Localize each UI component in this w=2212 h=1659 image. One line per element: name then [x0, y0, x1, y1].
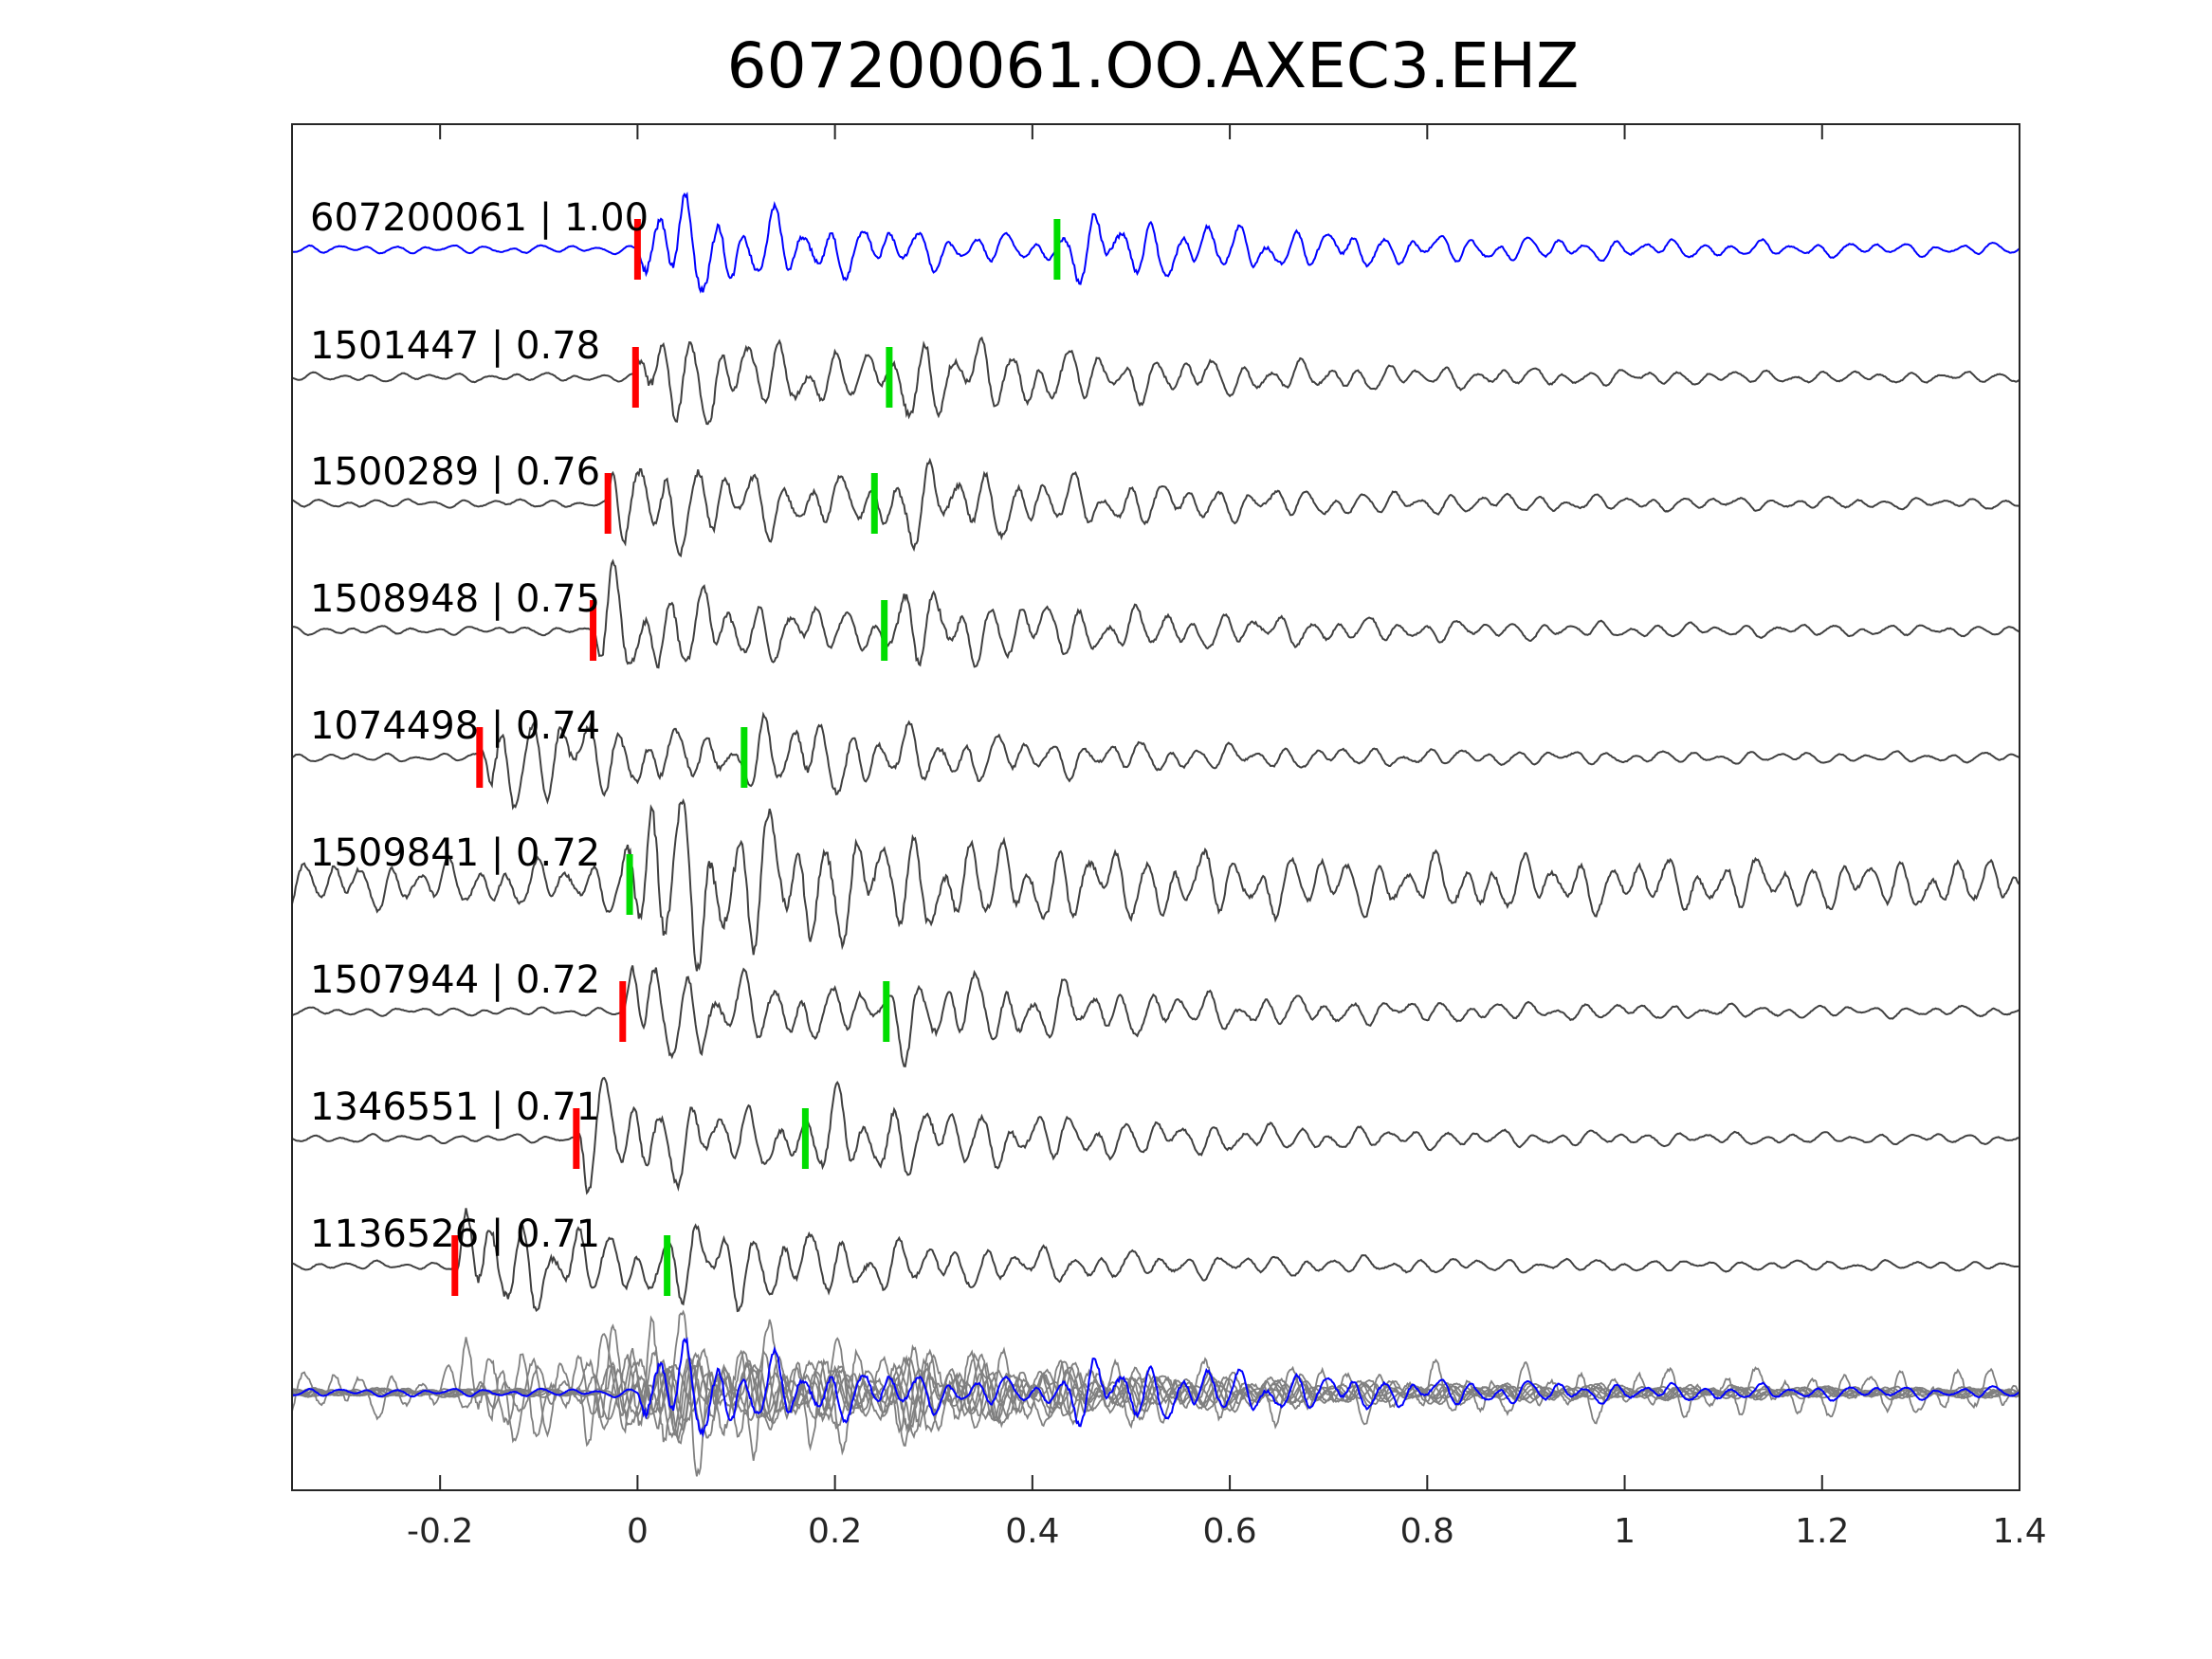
- trace-1136526-line: [291, 1208, 2020, 1313]
- trace-1500289-line: [292, 457, 2020, 557]
- stack-overlay: [291, 1309, 2020, 1477]
- trace-label-1507944: 1507944 | 0.72: [310, 958, 600, 1002]
- chart-title: 607200061.OO.AXEC3.EHZ: [727, 29, 1580, 102]
- trace-1501447-line: [291, 336, 2020, 426]
- x-tick-label-8: 1.4: [1992, 1512, 2046, 1551]
- trace-label-1074498: 1074498 | 0.74: [310, 704, 600, 748]
- trace-1509841-line: [291, 798, 2020, 972]
- stack-trace-1346551: [291, 1333, 2020, 1448]
- x-tick-label-7: 1.2: [1795, 1512, 1849, 1551]
- trace-label-1501447: 1501447 | 0.78: [310, 324, 600, 368]
- plot-area-frame: [291, 123, 2020, 1491]
- trace-label-1136526: 1136526 | 0.71: [310, 1212, 600, 1256]
- trace-1508948-line: [291, 558, 2020, 669]
- trace-label-1509841: 1509841 | 0.72: [310, 831, 600, 875]
- trace-label-1500289: 1500289 | 0.76: [310, 450, 600, 494]
- traces-layer: [291, 191, 2020, 1313]
- trace-607200061-line: [291, 191, 2020, 294]
- x-tick-label-6: 1: [1614, 1512, 1636, 1551]
- trace-1074498-line: [291, 711, 2020, 811]
- trace-1346551-line: [291, 1076, 2020, 1195]
- trace-label-607200061: 607200061 | 1.00: [310, 196, 649, 240]
- stack-trace-607200061: [291, 1337, 2020, 1438]
- trace-label-1346551: 1346551 | 0.71: [310, 1085, 600, 1129]
- trace-label-1508948: 1508948 | 0.75: [310, 577, 600, 621]
- x-tick-label-4: 0.6: [1202, 1512, 1256, 1551]
- x-tick-label-5: 0.8: [1400, 1512, 1454, 1551]
- picks-layer: [451, 219, 1061, 1296]
- x-tick-label-0: -0.2: [407, 1512, 473, 1551]
- trace-labels: 607200061 | 1.00 1501447 | 0.78 1500289 | …: [310, 196, 649, 1256]
- x-tick-label-1: 0: [627, 1512, 649, 1551]
- x-tick-label-3: 0.4: [1005, 1512, 1059, 1551]
- trace-1507944-line: [291, 965, 2020, 1067]
- x-tick-label-2: 0.2: [808, 1512, 862, 1551]
- stack-trace-1136526: [291, 1337, 2020, 1438]
- stack-trace-1509841: [291, 1309, 2020, 1477]
- x-axis-ticks: -0.2 0 0.2 0.4 0.6 0.8 1 1.2 1.4: [407, 124, 2047, 1551]
